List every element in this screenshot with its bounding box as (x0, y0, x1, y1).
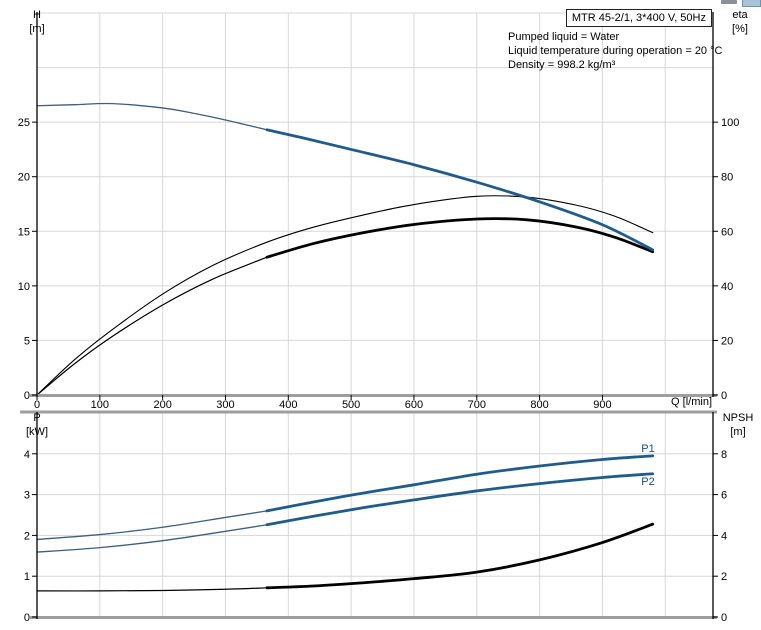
svg-text:500: 500 (342, 399, 360, 411)
window-fragment-icon (721, 0, 737, 4)
svg-text:100: 100 (721, 117, 739, 129)
svg-text:400: 400 (279, 399, 297, 411)
window-fragment2-icon (742, 0, 761, 7)
q-axis-title: Q [l/min] (671, 396, 712, 408)
svg-text:0: 0 (721, 390, 727, 402)
pumped-liquid-info: Pumped liquid = Water Liquid temperature… (508, 31, 722, 72)
svg-text:4: 4 (721, 530, 727, 542)
npsh-axis-title: NPSH [m] (715, 411, 761, 439)
info-line-temperature: Liquid temperature during operation = 20… (508, 44, 723, 57)
svg-text:10: 10 (18, 281, 30, 293)
svg-text:40: 40 (721, 281, 733, 293)
p-axis-unit: [kW] (26, 426, 48, 438)
eta-axis-title: eta [%] (719, 8, 761, 36)
svg-text:6: 6 (721, 490, 727, 502)
svg-text:300: 300 (216, 399, 234, 411)
svg-text:0: 0 (721, 612, 727, 624)
svg-text:200: 200 (153, 399, 171, 411)
svg-text:2: 2 (24, 530, 30, 542)
head-efficiency-chart: 0 5 10 15 20 25 0 20 40 60 80 100 0 100 200 300 400 500 60… (18, 12, 739, 411)
svg-text:2: 2 (721, 571, 727, 583)
svg-text:60: 60 (721, 226, 733, 238)
svg-text:3: 3 (24, 490, 30, 502)
svg-text:4: 4 (24, 449, 30, 461)
svg-text:15: 15 (18, 226, 30, 238)
svg-text:8: 8 (721, 449, 727, 461)
svg-text:1: 1 (24, 571, 30, 583)
svg-text:20: 20 (721, 335, 733, 347)
h-axis-unit: [m] (29, 23, 45, 35)
info-line-density: Density = 998.2 kg/m³ (508, 58, 616, 71)
p-axis-symbol: P (33, 412, 41, 424)
svg-text:900: 900 (593, 399, 611, 411)
svg-text:0: 0 (24, 612, 30, 624)
p-axis-title: P [kW] (17, 411, 57, 439)
svg-text:25: 25 (18, 117, 30, 129)
svg-text:20: 20 (18, 172, 30, 184)
svg-text:0: 0 (34, 399, 40, 411)
svg-text:800: 800 (530, 399, 548, 411)
svg-text:700: 700 (468, 399, 486, 411)
svg-text:5: 5 (24, 335, 30, 347)
svg-text:600: 600 (405, 399, 423, 411)
h-axis-symbol: H (33, 9, 41, 21)
info-line-pumped-liquid: Pumped liquid = Water (508, 31, 620, 43)
svg-text:0: 0 (24, 390, 30, 402)
h-axis-title: H [m] (17, 8, 57, 36)
npsh-axis-unit: [m] (730, 426, 746, 438)
npsh-axis-symbol: NPSH (722, 412, 754, 424)
power-npsh-chart: 0 1 2 3 4 0 2 4 6 8 (20, 410, 727, 624)
p2-curve-label: P2 (641, 476, 655, 488)
svg-text:80: 80 (721, 172, 733, 184)
model-box: MTR 45-2/1, 3*400 V, 50Hz (565, 9, 712, 27)
svg-text:100: 100 (91, 399, 109, 411)
eta-axis-unit: [%] (732, 23, 748, 35)
eta-axis-symbol: eta (732, 9, 748, 21)
p1-curve-label: P1 (641, 443, 655, 455)
